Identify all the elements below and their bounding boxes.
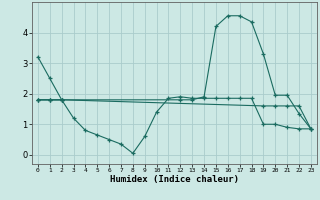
X-axis label: Humidex (Indice chaleur): Humidex (Indice chaleur) (110, 175, 239, 184)
